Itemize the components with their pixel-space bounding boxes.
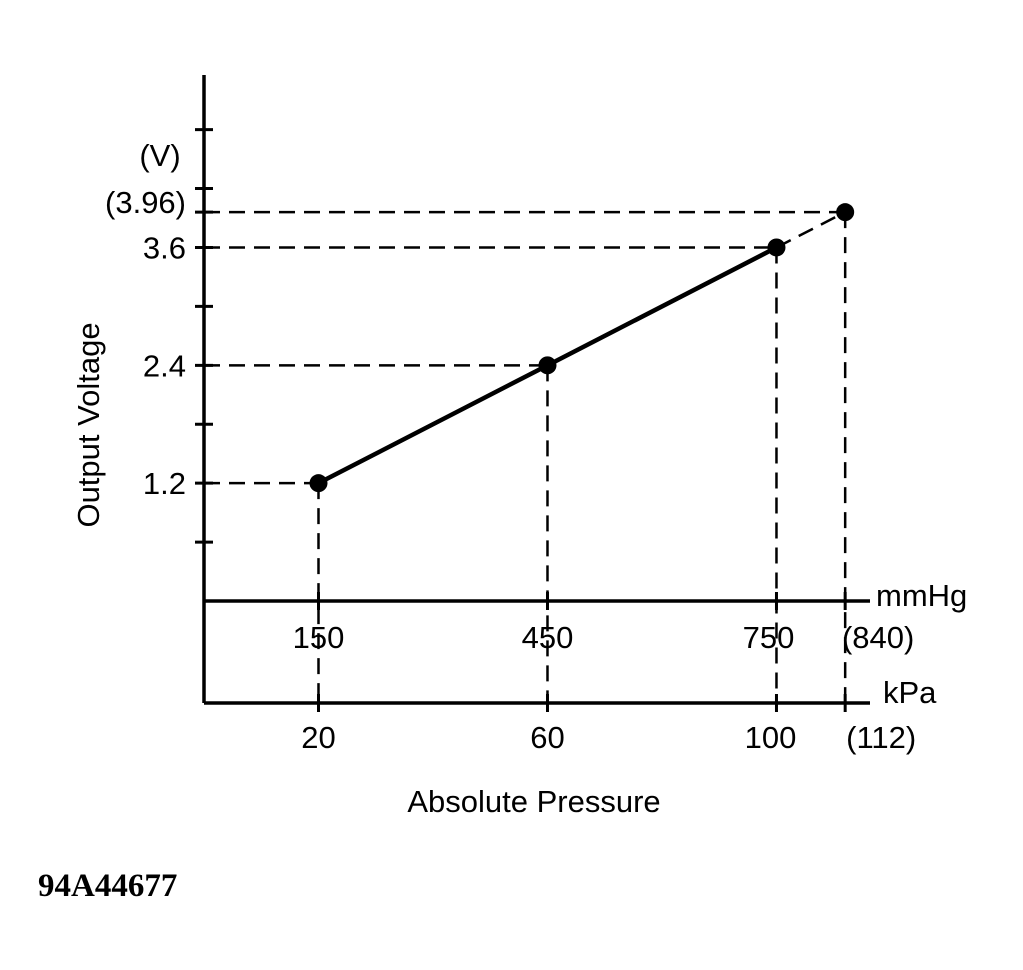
data-point bbox=[538, 356, 557, 375]
x-tick-label-kpa: 100 bbox=[745, 720, 797, 755]
series-extrapolation bbox=[775, 211, 846, 249]
x-tick-label-mmhg: 150 bbox=[293, 620, 345, 655]
y-tick-label: 1.2 bbox=[143, 466, 186, 501]
data-series bbox=[309, 203, 855, 493]
y-tick-label: 2.4 bbox=[143, 348, 186, 383]
x-unit-kpa: kPa bbox=[883, 675, 937, 710]
figure-id: 94A44677 bbox=[38, 868, 177, 904]
data-point bbox=[767, 238, 786, 257]
y-tick-label: 3.6 bbox=[143, 230, 186, 265]
guide-lines bbox=[204, 210, 847, 703]
y-axis-title: Output Voltage bbox=[71, 322, 106, 527]
y-tick-label: (3.96) bbox=[105, 185, 186, 220]
x-tick-label-mmhg: 750 bbox=[743, 620, 795, 655]
y-unit-label: (V) bbox=[139, 138, 180, 173]
x-tick-label-mmhg: 450 bbox=[522, 620, 574, 655]
labels: (V) Output Voltage Absolute Pressure mmH… bbox=[71, 138, 967, 819]
x-tick-label-kpa: 20 bbox=[301, 720, 335, 755]
x-tick-label-kpa: 60 bbox=[530, 720, 564, 755]
x-tick-label-mmhg: (840) bbox=[842, 620, 914, 655]
data-point bbox=[309, 474, 328, 493]
x-axis-title: Absolute Pressure bbox=[407, 784, 660, 819]
axes bbox=[195, 75, 870, 712]
data-point bbox=[836, 203, 855, 222]
x-tick-label-kpa: (112) bbox=[846, 720, 916, 755]
x-unit-mmhg: mmHg bbox=[876, 578, 967, 613]
